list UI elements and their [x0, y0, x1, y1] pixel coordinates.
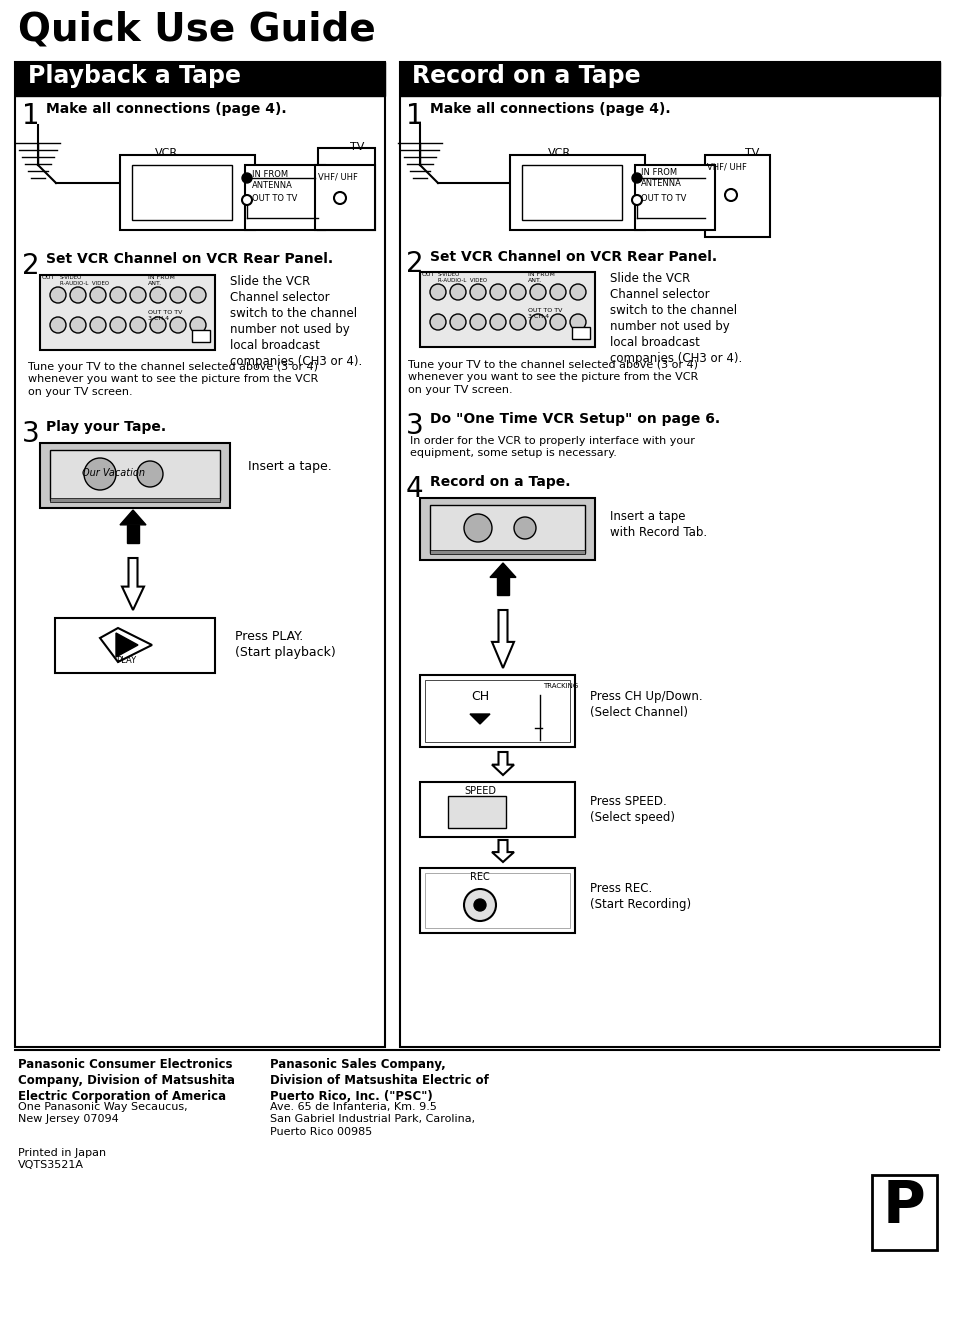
Circle shape — [550, 284, 565, 300]
Bar — [635, 165, 714, 230]
Bar — [419, 676, 575, 747]
Text: TV: TV — [744, 148, 759, 158]
Text: PLAY: PLAY — [116, 656, 136, 665]
Polygon shape — [122, 558, 144, 610]
Polygon shape — [492, 840, 514, 863]
Circle shape — [242, 173, 252, 183]
Bar — [314, 165, 375, 230]
Text: Panasonic Sales Company,
Division of Matsushita Electric of
Puerto Rico, Inc. (": Panasonic Sales Company, Division of Mat… — [270, 1058, 488, 1104]
Text: TV: TV — [350, 142, 364, 151]
Bar — [424, 873, 569, 928]
Text: VCR: VCR — [547, 148, 571, 158]
Text: OUT: OUT — [421, 273, 435, 277]
Circle shape — [490, 313, 505, 331]
Bar — [497, 577, 509, 595]
Circle shape — [110, 287, 126, 303]
Text: Ave. 65 de Infanteria, Km. 9.5
San Gabriel Industrial Park, Carolina,
Puerto Ric: Ave. 65 de Infanteria, Km. 9.5 San Gabri… — [270, 1102, 475, 1137]
Circle shape — [137, 461, 163, 487]
Circle shape — [490, 284, 505, 300]
Bar — [120, 155, 254, 230]
Bar — [40, 443, 230, 508]
Text: Play your Tape.: Play your Tape. — [46, 420, 166, 435]
Text: Make all connections (page 4).: Make all connections (page 4). — [430, 101, 670, 116]
Text: TRACKING: TRACKING — [542, 684, 578, 689]
Text: Printed in Japan
VQTS3521A: Printed in Japan VQTS3521A — [18, 1148, 106, 1171]
Text: Tune your TV to the channel selected above (3 or 4)
whenever you want to see the: Tune your TV to the channel selected abo… — [28, 362, 318, 396]
Polygon shape — [100, 628, 152, 662]
Circle shape — [50, 287, 66, 303]
Circle shape — [334, 192, 346, 204]
Bar — [871, 1175, 936, 1250]
Circle shape — [70, 287, 86, 303]
Circle shape — [510, 313, 525, 331]
Text: Our Vacation: Our Vacation — [82, 468, 145, 478]
Polygon shape — [116, 633, 138, 657]
Circle shape — [569, 313, 585, 331]
Bar — [419, 782, 575, 838]
Circle shape — [470, 284, 485, 300]
Text: OUT TO TV
3 CH 4: OUT TO TV 3 CH 4 — [527, 308, 561, 319]
Bar — [40, 275, 214, 350]
Circle shape — [170, 287, 186, 303]
Text: SPEED: SPEED — [463, 786, 496, 795]
Text: IN FROM
ANT.: IN FROM ANT. — [148, 275, 174, 286]
Text: OUT TO TV: OUT TO TV — [252, 194, 297, 203]
Bar — [15, 62, 385, 1047]
Circle shape — [463, 889, 496, 921]
Bar — [192, 331, 210, 342]
Circle shape — [724, 190, 737, 202]
Circle shape — [130, 287, 146, 303]
Bar — [55, 618, 214, 673]
Bar — [510, 155, 644, 230]
Circle shape — [190, 317, 206, 333]
Bar — [704, 155, 769, 237]
Text: OUT TO TV
3 CH 4: OUT TO TV 3 CH 4 — [148, 309, 182, 321]
Text: S-VIDEO
R-AUDIO-L  VIDEO: S-VIDEO R-AUDIO-L VIDEO — [437, 273, 487, 283]
Circle shape — [514, 518, 536, 539]
Circle shape — [450, 313, 465, 331]
Text: OUT: OUT — [42, 275, 55, 281]
Text: Insert a tape
with Record Tab.: Insert a tape with Record Tab. — [609, 510, 706, 539]
Circle shape — [463, 514, 492, 543]
Text: Press SPEED.
(Select speed): Press SPEED. (Select speed) — [589, 795, 675, 824]
Circle shape — [50, 317, 66, 333]
Circle shape — [470, 313, 485, 331]
Bar — [419, 273, 595, 346]
Bar — [132, 165, 232, 220]
Bar — [430, 504, 584, 553]
Text: Insert a tape.: Insert a tape. — [248, 460, 332, 473]
Circle shape — [190, 287, 206, 303]
Bar — [399, 62, 939, 1047]
Text: OUT TO TV: OUT TO TV — [640, 194, 685, 203]
Text: Quick Use Guide: Quick Use Guide — [18, 11, 375, 47]
Text: Record on a Tape: Record on a Tape — [412, 65, 640, 88]
Bar — [50, 498, 220, 502]
Bar — [521, 165, 621, 220]
Circle shape — [90, 287, 106, 303]
Text: 4: 4 — [406, 475, 423, 503]
Polygon shape — [492, 752, 514, 774]
Text: Press REC.
(Start Recording): Press REC. (Start Recording) — [589, 882, 690, 911]
Circle shape — [90, 317, 106, 333]
Text: Do "One Time VCR Setup" on page 6.: Do "One Time VCR Setup" on page 6. — [430, 412, 720, 425]
Circle shape — [130, 317, 146, 333]
Text: IN FROM
ANT.: IN FROM ANT. — [527, 273, 555, 283]
Bar — [419, 498, 595, 560]
Bar — [50, 450, 220, 500]
Text: Tune your TV to the channel selected above (3 or 4)
whenever you want to see the: Tune your TV to the channel selected abo… — [408, 360, 698, 395]
Bar — [317, 148, 375, 230]
Text: Make all connections (page 4).: Make all connections (page 4). — [46, 101, 286, 116]
Bar — [127, 525, 139, 543]
Circle shape — [84, 458, 116, 490]
Text: S-VIDEO
R-AUDIO-L  VIDEO: S-VIDEO R-AUDIO-L VIDEO — [60, 275, 109, 286]
Text: Slide the VCR
Channel selector
switch to the channel
number not used by
local br: Slide the VCR Channel selector switch to… — [230, 275, 362, 367]
Text: P: P — [882, 1177, 924, 1235]
Circle shape — [631, 195, 641, 205]
Text: Press CH Up/Down.
(Select Channel): Press CH Up/Down. (Select Channel) — [589, 690, 702, 719]
Text: One Panasonic Way Secaucus,
New Jersey 07094: One Panasonic Way Secaucus, New Jersey 0… — [18, 1102, 188, 1125]
Bar — [430, 551, 584, 554]
Text: 1: 1 — [406, 101, 423, 130]
Bar — [448, 795, 505, 828]
Circle shape — [550, 313, 565, 331]
Circle shape — [70, 317, 86, 333]
